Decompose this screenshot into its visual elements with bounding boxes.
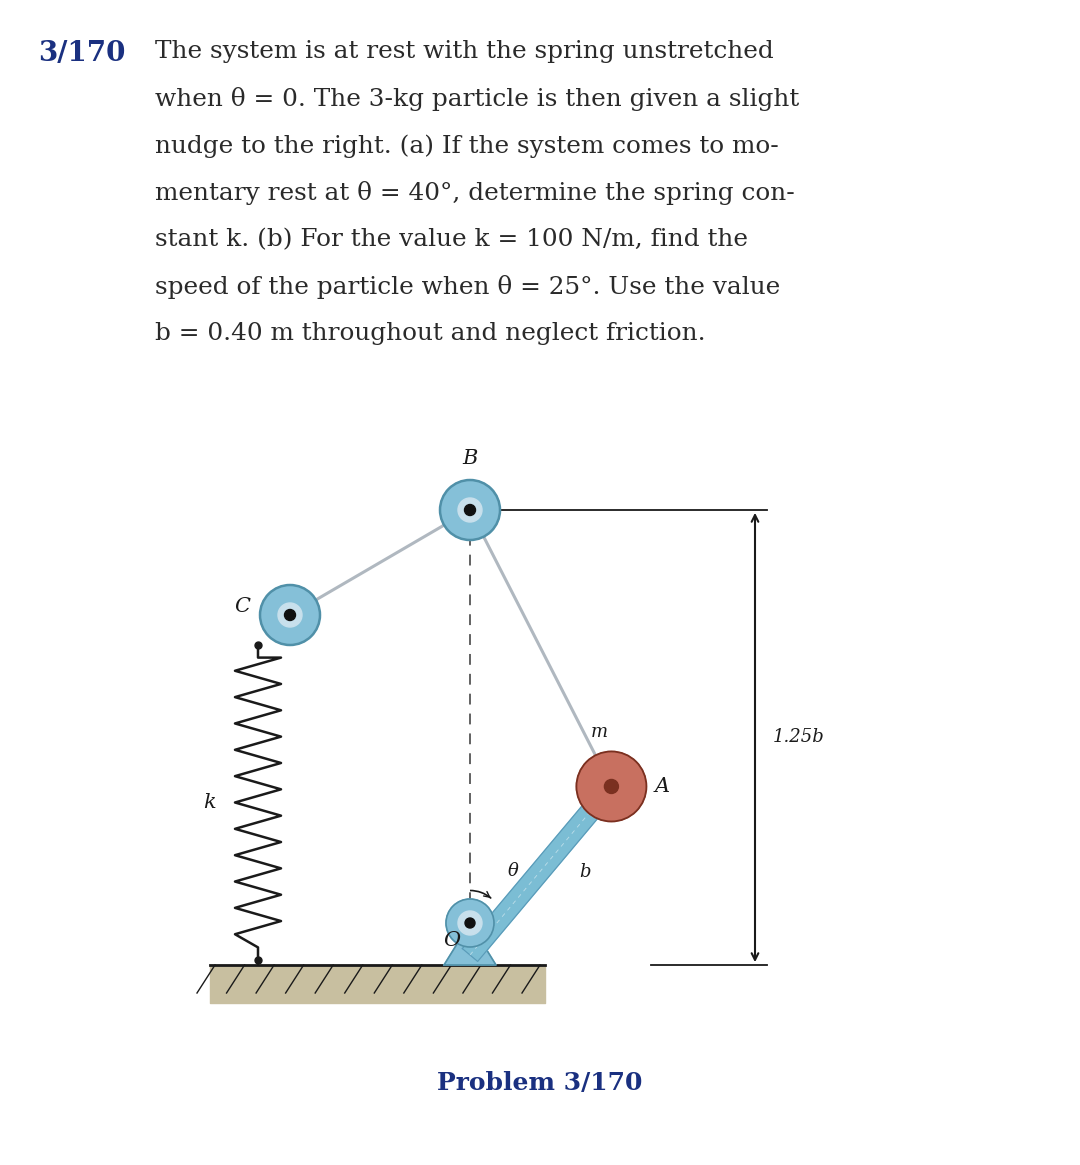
Text: when θ = 0. The 3-kg particle is then given a slight: when θ = 0. The 3-kg particle is then gi… [156,87,799,111]
Text: θ: θ [508,862,518,880]
Text: A: A [654,777,670,796]
Text: speed of the particle when θ = 25°. Use the value: speed of the particle when θ = 25°. Use … [156,275,780,299]
Circle shape [458,911,482,935]
Text: The system is at rest with the spring unstretched: The system is at rest with the spring un… [156,40,773,63]
Circle shape [464,504,475,515]
Circle shape [465,918,475,929]
Text: 3/170: 3/170 [38,40,125,68]
Text: b: b [580,862,591,881]
Circle shape [278,603,302,627]
Text: stant k. (b) For the value k = 100 N/m, find the: stant k. (b) For the value k = 100 N/m, … [156,228,748,250]
Circle shape [260,585,320,645]
Text: 1.25b: 1.25b [773,728,825,747]
Text: C: C [234,598,249,616]
Text: nudge to the right. (a) If the system comes to mo-: nudge to the right. (a) If the system co… [156,134,779,157]
Polygon shape [444,923,496,965]
Circle shape [577,751,647,821]
Text: k: k [203,793,216,812]
Circle shape [440,480,500,541]
Text: O: O [443,931,460,949]
Polygon shape [462,781,619,961]
Circle shape [446,899,494,947]
Circle shape [458,497,482,522]
Text: m: m [591,723,608,741]
Text: b = 0.40 m throughout and neglect friction.: b = 0.40 m throughout and neglect fricti… [156,322,705,345]
Text: mentary rest at θ = 40°, determine the spring con-: mentary rest at θ = 40°, determine the s… [156,181,795,205]
Circle shape [284,609,296,621]
Text: B: B [462,449,477,468]
Text: Problem 3/170: Problem 3/170 [437,1071,643,1095]
Circle shape [605,779,619,793]
